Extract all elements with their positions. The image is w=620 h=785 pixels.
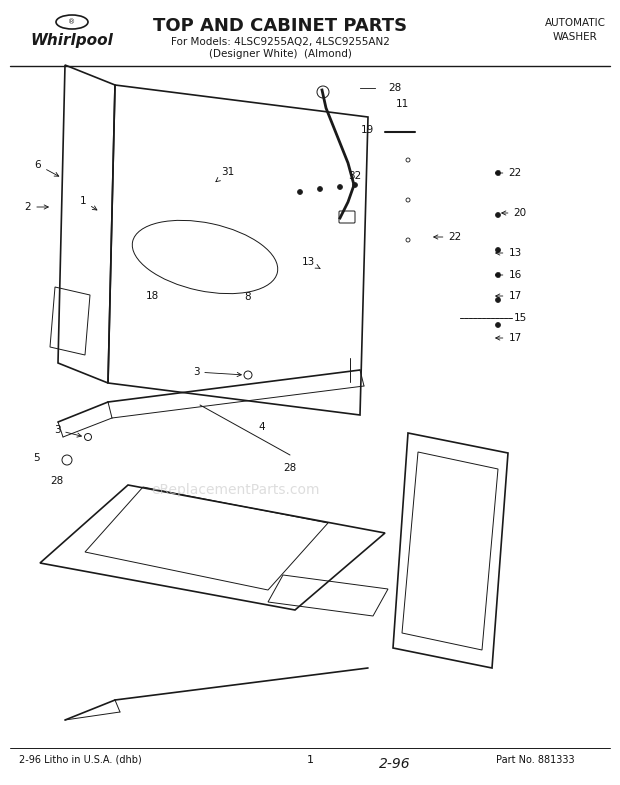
Text: 2-96: 2-96 [379,757,411,771]
Text: 1: 1 [306,755,314,765]
Text: AUTOMATIC
WASHER: AUTOMATIC WASHER [544,18,606,42]
Text: 19: 19 [360,125,374,135]
Text: Part No. 881333: Part No. 881333 [495,755,574,765]
Text: 11: 11 [396,99,409,109]
Text: ®: ® [68,19,76,25]
Circle shape [337,184,342,189]
Text: 1: 1 [80,196,97,210]
Text: 18: 18 [145,291,159,301]
Circle shape [495,323,500,327]
Text: 22: 22 [496,168,521,178]
Text: 3: 3 [54,425,81,437]
Text: (Designer White)  (Almond): (Designer White) (Almond) [208,49,352,59]
Text: 17: 17 [496,333,521,343]
Text: Whirlpool: Whirlpool [30,32,113,48]
Text: 2-96 Litho in U.S.A. (dhb): 2-96 Litho in U.S.A. (dhb) [19,755,141,765]
Circle shape [317,187,322,192]
Text: 13: 13 [496,248,521,258]
Text: 31: 31 [216,167,234,181]
Text: 15: 15 [513,313,526,323]
Text: 4: 4 [259,422,265,432]
Text: 32: 32 [348,171,361,181]
Text: 13: 13 [301,257,320,268]
Circle shape [495,170,500,176]
Circle shape [495,213,500,217]
Text: 2: 2 [25,202,48,212]
Circle shape [495,298,500,302]
Circle shape [353,182,358,188]
Text: 3: 3 [193,367,241,377]
Text: 6: 6 [35,160,59,177]
Text: 20: 20 [502,208,526,218]
Text: 16: 16 [496,270,521,280]
Text: 17: 17 [496,291,521,301]
Text: 22: 22 [434,232,462,242]
Circle shape [298,189,303,195]
Text: eReplacementParts.com: eReplacementParts.com [151,483,319,497]
Text: TOP AND CABINET PARTS: TOP AND CABINET PARTS [153,17,407,35]
Text: 5: 5 [33,453,40,463]
Text: 28: 28 [283,463,296,473]
Text: 8: 8 [245,292,251,302]
Text: 28: 28 [388,83,402,93]
Text: 28: 28 [50,476,64,486]
Circle shape [495,247,500,253]
Text: For Models: 4LSC9255AQ2, 4LSC9255AN2: For Models: 4LSC9255AQ2, 4LSC9255AN2 [170,37,389,47]
Circle shape [495,272,500,278]
